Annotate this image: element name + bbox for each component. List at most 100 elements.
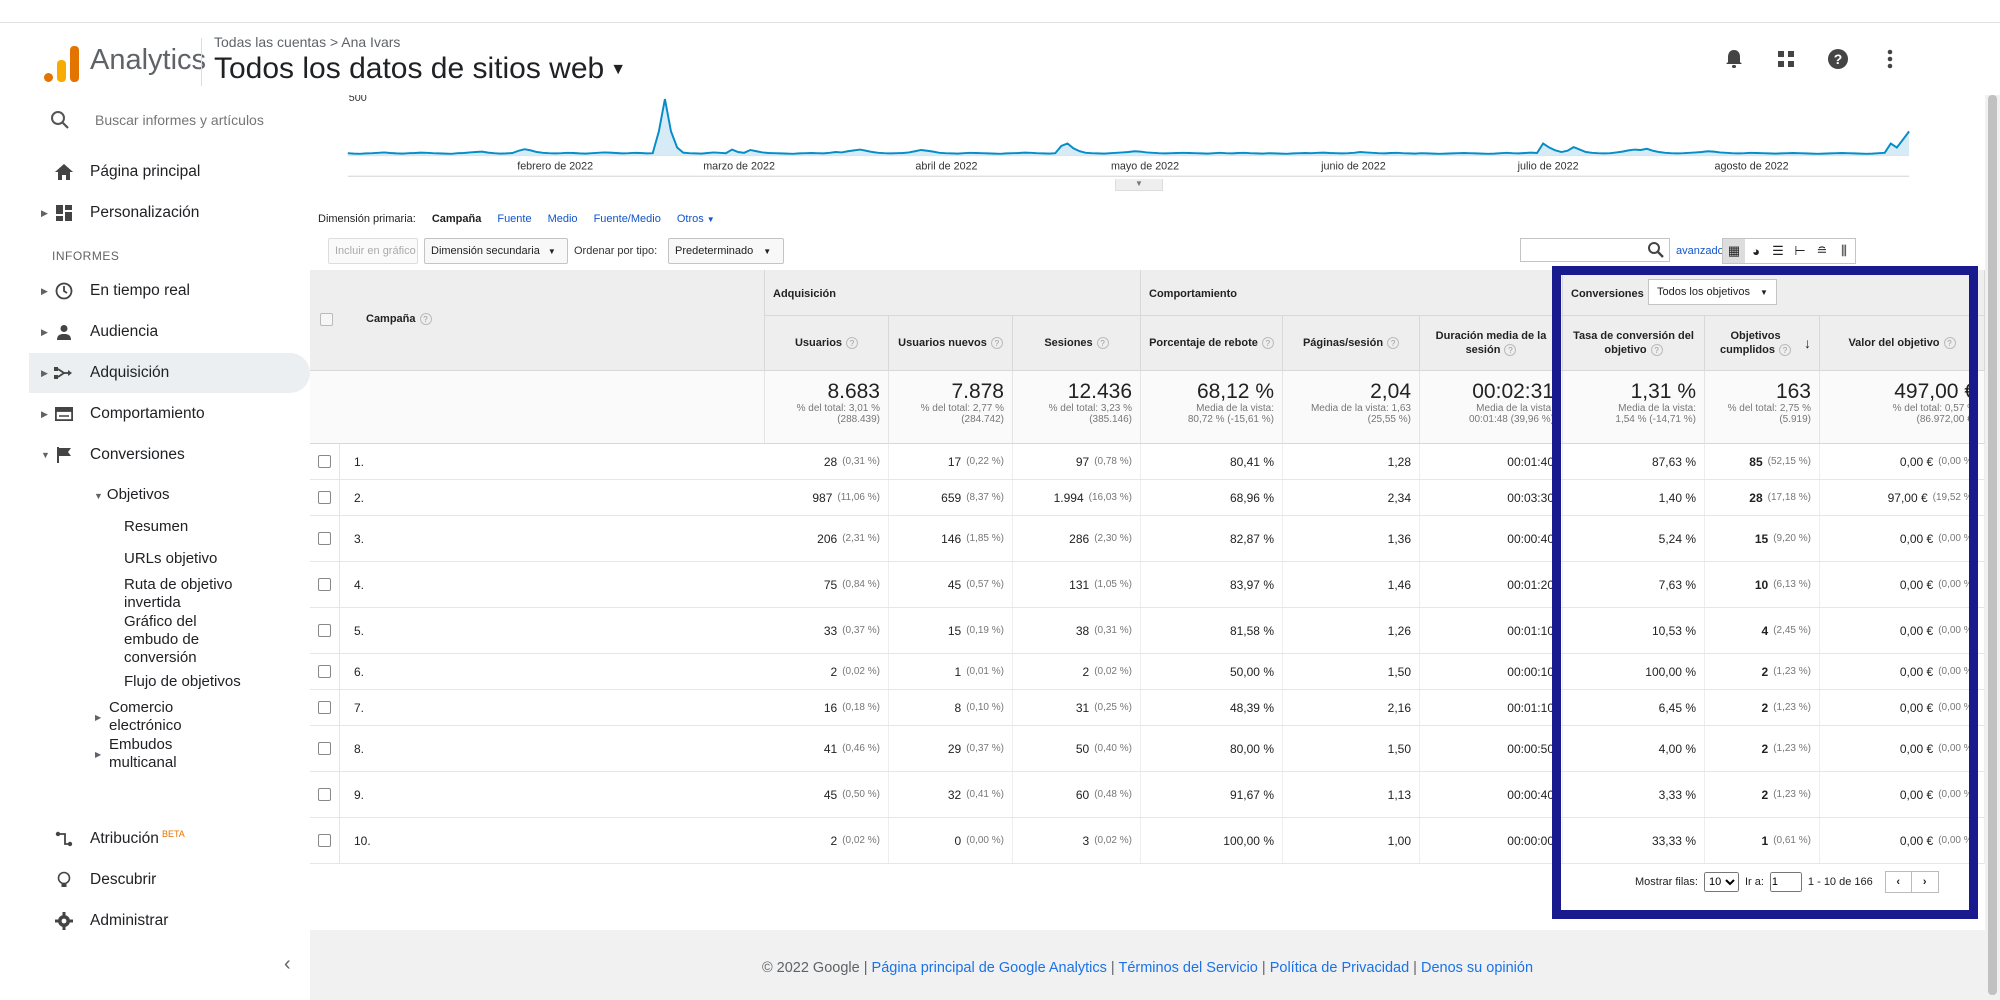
col-header-goal-conversion-rate[interactable]: Tasa de conversión del objetivo? xyxy=(1563,316,1705,371)
sidebar-item-behavior[interactable]: ▶ Comportamiento xyxy=(29,394,310,434)
sidebar-item-realtime[interactable]: ▶ En tiempo real xyxy=(29,271,310,311)
table-filter-input[interactable] xyxy=(1520,238,1670,262)
expand-arrow-icon[interactable]: ▶ xyxy=(41,367,48,378)
row-checkbox[interactable] xyxy=(318,578,331,591)
help-icon[interactable]: ? xyxy=(1504,344,1517,357)
term-cloud-view-icon[interactable]: ≘ xyxy=(1816,243,1828,258)
rows-per-page-select[interactable]: 10 xyxy=(1703,872,1739,892)
dimension-medium[interactable]: Medio xyxy=(547,213,578,225)
col-header-avg-session-duration[interactable]: Duración media de la sesión? xyxy=(1420,316,1563,371)
sidebar-item-admin[interactable]: Administrar xyxy=(29,901,310,941)
help-icon[interactable]: ? xyxy=(1261,337,1274,350)
account-selector[interactable]: Todos los datos de sitios web ▼ xyxy=(214,52,626,86)
row-checkbox[interactable] xyxy=(318,834,331,847)
prev-page-icon[interactable]: ‹ xyxy=(1886,872,1912,892)
table-row[interactable]: 3. 206 (2,31 %) 146 (1,85 %) 286 (2,30 %) 82,87… xyxy=(310,516,1985,562)
sort-type-select[interactable]: Predeterminado ▼ xyxy=(668,238,784,264)
dimension-source-medium[interactable]: Fuente/Medio xyxy=(593,213,661,225)
breadcrumb[interactable]: Todas las cuentas > Ana Ivars xyxy=(214,34,401,50)
table-row[interactable]: 9. 45 (0,50 %) 32 (0,41 %) 60 (0,48 %) 91,67 % 1… xyxy=(310,772,1985,818)
apps-grid-icon[interactable] xyxy=(1771,44,1801,74)
row-checkbox[interactable] xyxy=(318,532,331,545)
row-checkbox[interactable] xyxy=(318,788,331,801)
dimension-other[interactable]: Otros ▼ xyxy=(677,213,715,225)
col-header-goal-value[interactable]: Valor del objetivo? xyxy=(1820,316,1985,371)
sidebar-item-home[interactable]: Página principal xyxy=(29,152,310,192)
help-icon[interactable]: ? xyxy=(1387,337,1400,350)
row-checkbox[interactable] xyxy=(318,491,331,504)
table-row[interactable]: 7. 16 (0,18 %) 8 (0,10 %) 31 (0,25 %) 48,39 % 2,… xyxy=(310,690,1985,726)
col-header-sessions[interactable]: Sesiones? xyxy=(1013,316,1141,371)
table-row[interactable]: 5. 33 (0,37 %) 15 (0,19 %) 38 (0,31 %) 81,58 % 1… xyxy=(310,608,1985,654)
table-view-icon[interactable]: ▦ xyxy=(1723,239,1745,263)
search-icon[interactable] xyxy=(1646,240,1670,260)
campaign-header[interactable]: Campaña? xyxy=(366,313,432,326)
collapse-sidebar-icon[interactable]: ‹ xyxy=(284,953,291,975)
collapse-arrow-icon[interactable]: ▼ xyxy=(41,450,50,460)
row-checkbox[interactable] xyxy=(318,624,331,637)
sidebar-sub-embudo[interactable]: Gráfico del embudo de conversión xyxy=(124,613,200,666)
sidebar-item-audience[interactable]: ▶ Audiencia xyxy=(29,312,310,352)
help-icon[interactable]: ? xyxy=(990,337,1003,350)
expand-arrow-icon[interactable]: ▶ xyxy=(41,285,48,296)
next-page-icon[interactable]: › xyxy=(1922,876,1927,888)
expand-arrow-icon[interactable]: ▶ xyxy=(41,326,48,337)
help-icon[interactable]: ? xyxy=(1823,44,1853,74)
col-header-bounce-rate[interactable]: Porcentaje de rebote? xyxy=(1141,316,1283,371)
chart-resize-handle[interactable]: ▼ xyxy=(1115,179,1163,191)
row-checkbox[interactable] xyxy=(318,455,331,468)
col-header-goal-completions[interactable]: Objetivos cumplidos? ↓ xyxy=(1705,316,1820,371)
expand-arrow-icon[interactable]: ▶ xyxy=(41,408,48,419)
sidebar-sub-urls-objetivo[interactable]: URLs objetivo xyxy=(124,550,218,567)
sidebar-sub-flujo[interactable]: Flujo de objetivos xyxy=(124,673,241,690)
help-icon[interactable]: ? xyxy=(419,313,432,326)
table-row[interactable]: 6. 2 (0,02 %) 1 (0,01 %) 2 (0,02 %) 50,00 % 1,50… xyxy=(310,654,1985,690)
dimension-campaign[interactable]: Campaña xyxy=(431,213,482,225)
help-icon[interactable]: ? xyxy=(1096,337,1109,350)
col-header-pages-per-session[interactable]: Páginas/sesión? xyxy=(1283,316,1420,371)
sort-desc-arrow-icon[interactable]: ↓ xyxy=(1804,335,1811,351)
expand-arrow-icon[interactable]: ▶ xyxy=(41,207,48,218)
footer-link-privacy[interactable]: Política de Privacidad xyxy=(1269,960,1410,976)
footer-link-terms[interactable]: Términos del Servicio xyxy=(1118,960,1258,976)
sidebar-item-customization[interactable]: ▶ Personalización xyxy=(29,193,310,233)
scrollbar-thumb[interactable] xyxy=(1988,95,1997,995)
table-row[interactable]: 8. 41 (0,46 %) 29 (0,37 %) 50 (0,40 %) 80,00 % 1… xyxy=(310,726,1985,772)
sidebar-item-attribution[interactable]: Atribución BETA xyxy=(29,819,310,859)
footer-link-feedback[interactable]: Denos su opinión xyxy=(1420,960,1534,976)
more-vert-icon[interactable] xyxy=(1875,44,1905,74)
footer-link-home[interactable]: Página principal de Google Analytics xyxy=(871,960,1107,976)
page-scrollbar[interactable] xyxy=(1985,95,2000,1000)
bell-icon[interactable] xyxy=(1719,44,1749,74)
goto-page-input[interactable] xyxy=(1769,872,1802,892)
col-header-new-users[interactable]: Usuarios nuevos? xyxy=(889,316,1013,371)
sidebar-item-conversions[interactable]: ▼ Conversiones xyxy=(29,435,310,475)
table-row[interactable]: 4. 75 (0,84 %) 45 (0,57 %) 131 (1,05 %) 83,97 %… xyxy=(310,562,1985,608)
plot-rows-button[interactable]: Incluir en gráfico xyxy=(328,238,418,264)
sidebar-sub-ruta-invertida[interactable]: Ruta de objetivo invertida xyxy=(124,576,233,611)
row-checkbox[interactable] xyxy=(318,742,331,755)
pie-view-icon[interactable]: ◕ xyxy=(1752,243,1760,259)
sidebar-sub-objetivos[interactable]: ▼ Objetivos xyxy=(94,486,169,505)
sidebar-sub-embudos[interactable]: ▶ Embudos multicanal xyxy=(95,736,215,772)
select-all-checkbox[interactable] xyxy=(320,313,333,326)
dimension-source[interactable]: Fuente xyxy=(497,213,532,225)
table-row[interactable]: 2. 987 (11,06 %) 659 (8,37 %) 1.994 (16,03 %) 6… xyxy=(310,480,1985,516)
pivot-view-icon[interactable]: ⫼ xyxy=(1841,243,1847,258)
sidebar-item-acquisition[interactable]: ▶ Adquisición xyxy=(29,353,310,393)
secondary-dimension-select[interactable]: Dimensión secundaria ▼ xyxy=(424,238,568,264)
search-box[interactable] xyxy=(29,95,310,145)
col-header-users[interactable]: Usuarios? xyxy=(765,316,889,371)
sidebar-sub-resumen[interactable]: Resumen xyxy=(124,518,189,535)
table-row[interactable]: 1. 28 (0,31 %) 17 (0,22 %) 97 (0,78 %) 80,41 % 1… xyxy=(310,444,1985,480)
help-icon[interactable]: ? xyxy=(1650,344,1663,357)
sidebar-sub-comercio[interactable]: ▶ Comercio electrónico xyxy=(95,699,215,735)
advanced-filter-link[interactable]: avanzado xyxy=(1676,245,1724,257)
search-input[interactable] xyxy=(95,107,295,133)
row-checkbox[interactable] xyxy=(318,665,331,678)
sidebar-item-discover[interactable]: Descubrir xyxy=(29,860,310,900)
comparison-view-icon[interactable]: ⊢ xyxy=(1794,243,1806,258)
help-icon[interactable]: ? xyxy=(1779,344,1791,357)
row-checkbox[interactable] xyxy=(318,701,331,714)
help-icon[interactable]: ? xyxy=(846,337,859,350)
